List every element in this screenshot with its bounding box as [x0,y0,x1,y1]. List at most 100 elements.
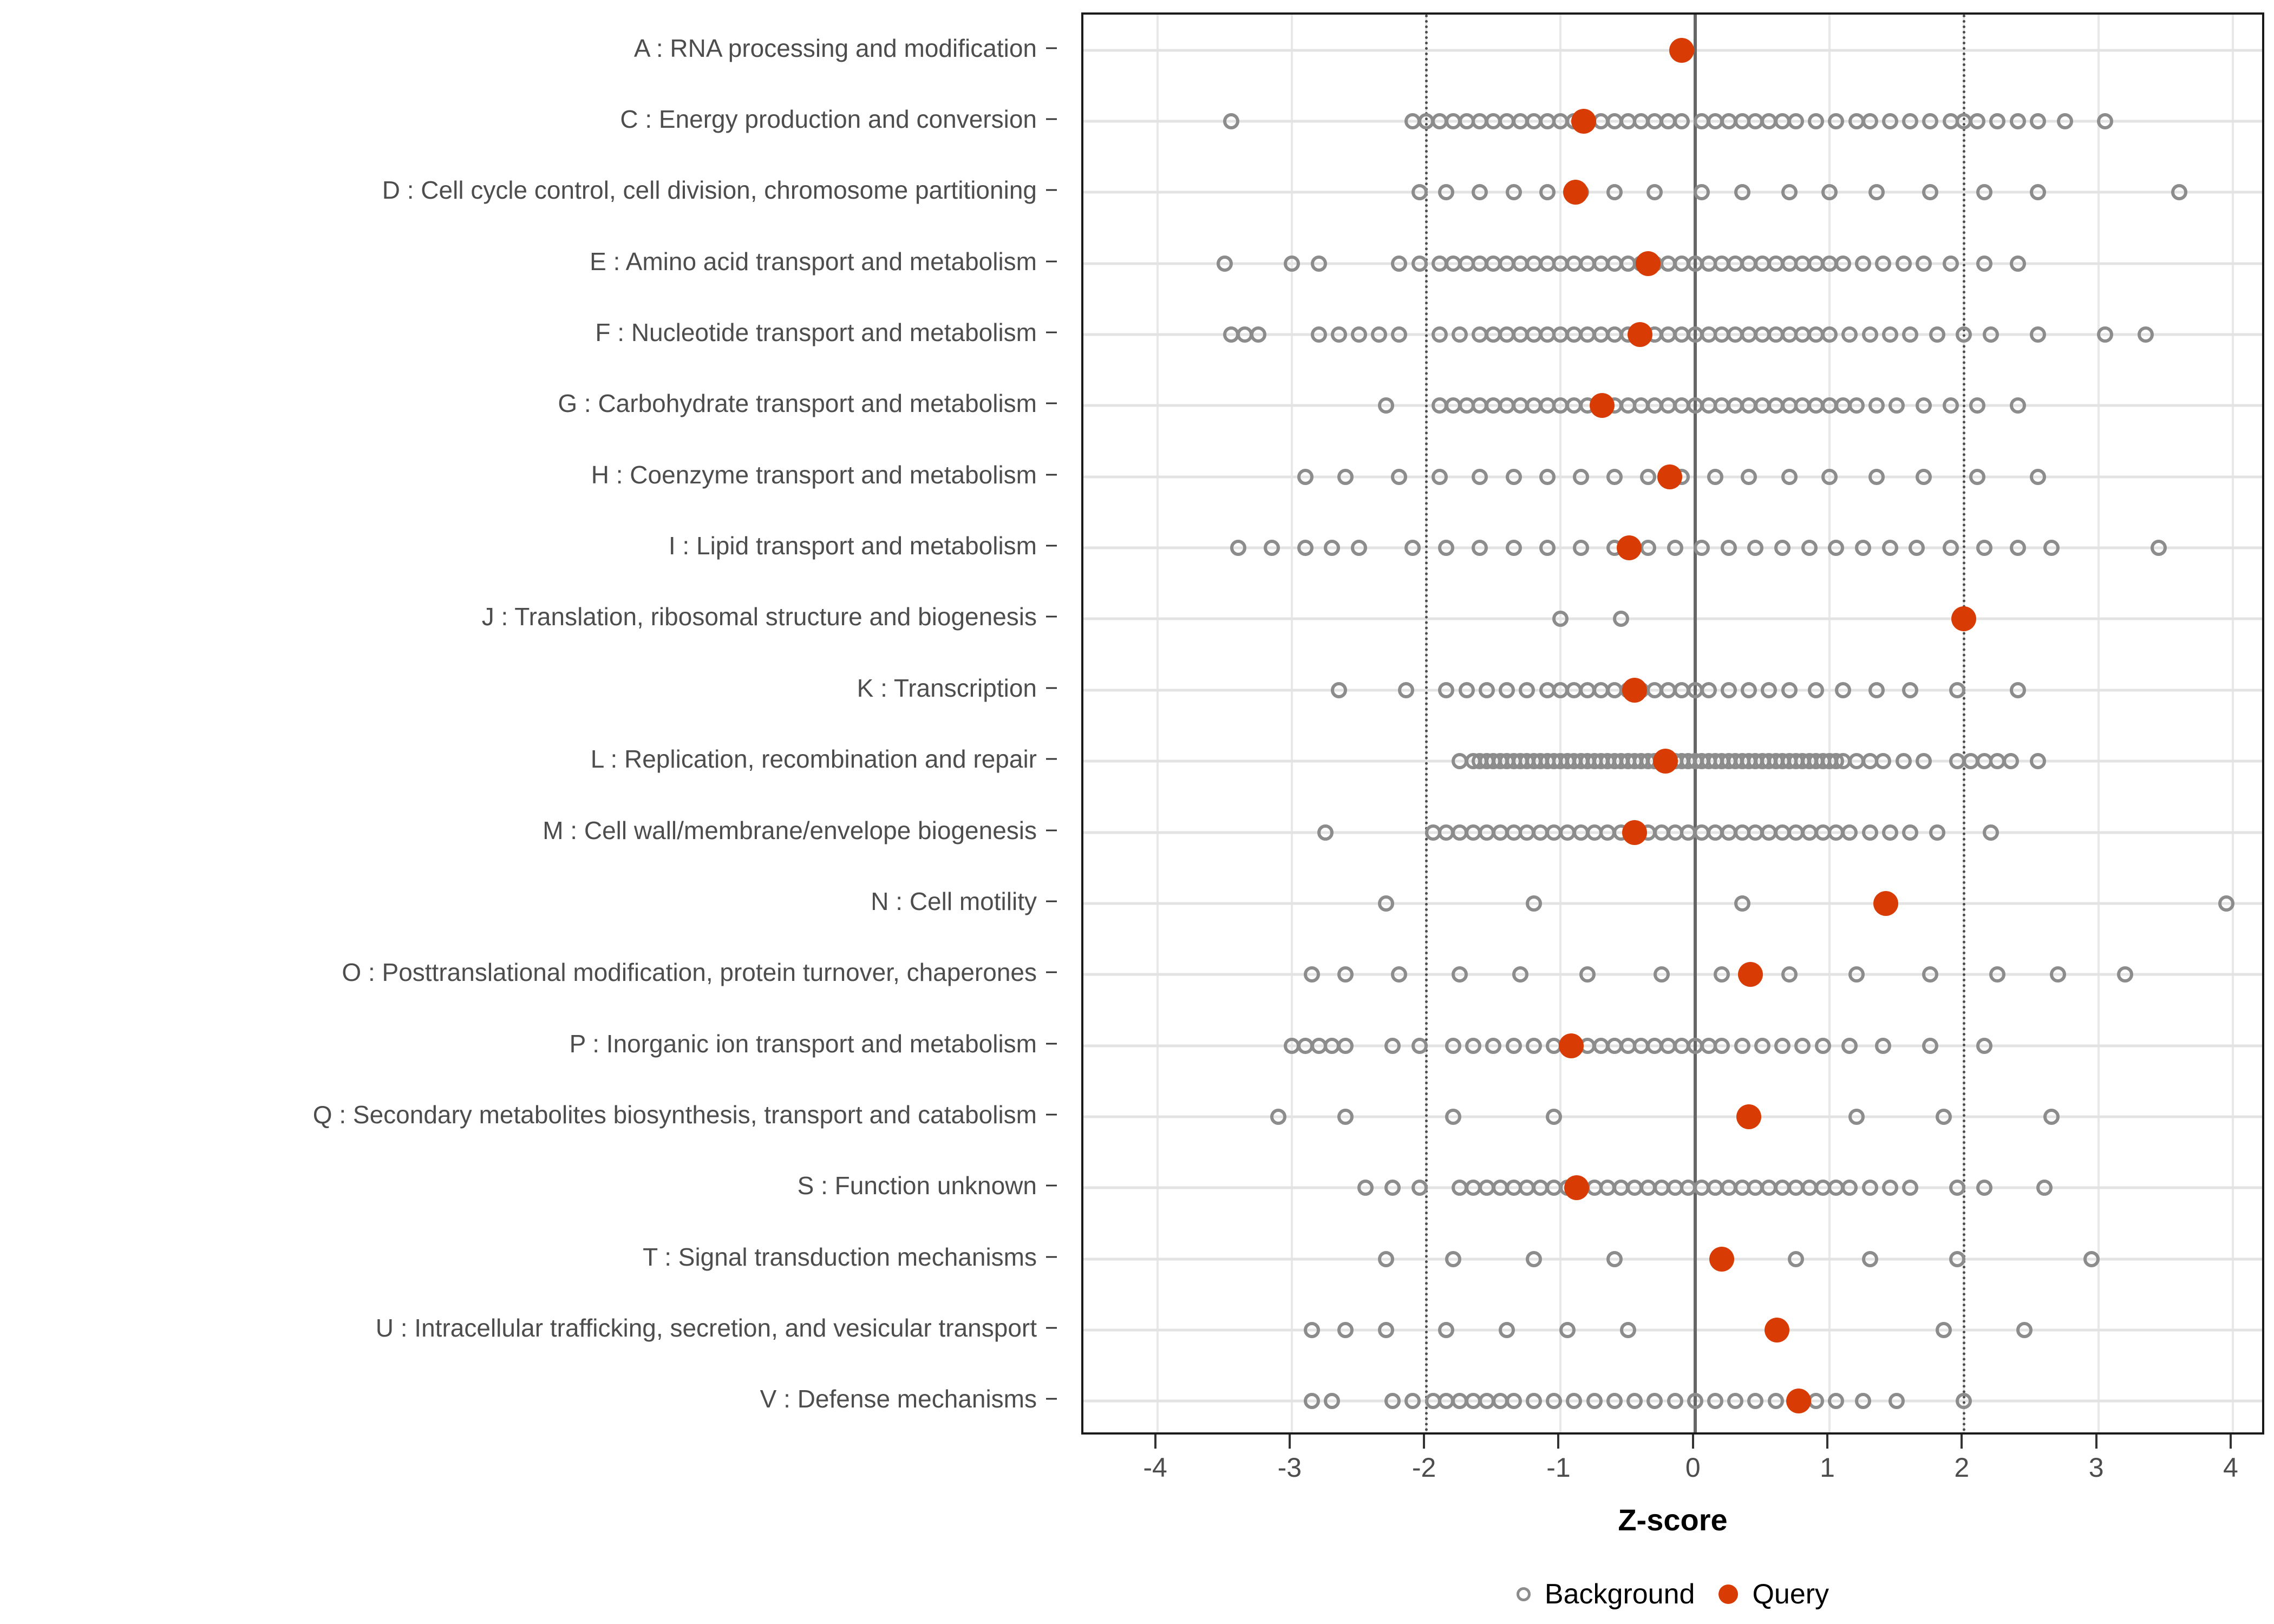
zero-reference-line [1693,15,1697,1432]
gridline-horizontal [1083,191,2262,194]
background-point [1834,255,1851,272]
y-axis-tick [1046,1184,1057,1187]
background-point [1485,1037,1502,1054]
background-point [1808,113,1825,130]
background-point [1377,1321,1394,1338]
background-point [1465,1037,1482,1054]
background-point [1861,1180,1878,1196]
background-point [1881,113,1898,130]
background-point [1539,540,1556,556]
background-point [1525,895,1542,912]
x-axis-tick-label: 0 [1685,1452,1701,1483]
background-point [2218,895,2234,912]
background-point [1505,184,1522,201]
background-point [1915,255,1932,272]
background-point [1505,1393,1522,1410]
background-point [1397,682,1414,698]
query-point [1559,1033,1584,1058]
background-point [1834,682,1851,698]
x-axis-tick-label: 3 [2088,1452,2104,1483]
x-axis-tick [1557,1435,1560,1449]
gridline-horizontal [1083,902,2262,905]
background-point [1828,113,1845,130]
background-point [1976,1037,1992,1054]
background-point [1478,682,1495,698]
background-point [1525,1037,1542,1054]
query-point [1669,37,1694,63]
query-point [1622,677,1647,703]
gridline-horizontal [1083,1328,2262,1332]
background-point [1559,1321,1576,1338]
background-point [1956,1393,1972,1410]
y-axis-category-label: T : Signal transduction mechanisms [643,1242,1037,1271]
background-point [1848,966,1865,983]
query-point [1951,606,1977,632]
y-axis-tick [1046,1043,1057,1045]
background-point [1384,1393,1401,1410]
y-axis-category-label: C : Energy production and conversion [620,105,1037,134]
background-point [2003,753,2020,770]
background-point [1438,1321,1455,1338]
background-point [1639,540,1656,556]
gridline-vertical [2097,15,2100,1432]
background-point [1505,468,1522,485]
background-point [1949,1180,1965,1196]
background-point [2029,468,2046,485]
y-axis-category-label: F : Nucleotide transport and metabolism [595,318,1037,347]
background-point [1714,1037,1730,1054]
background-point [1714,966,1730,983]
background-point [1875,1037,1892,1054]
background-point [1720,540,1737,556]
background-point [1734,184,1750,201]
background-point [1445,1037,1461,1054]
background-point [1881,824,1898,841]
background-point [1841,1037,1858,1054]
background-point [1781,682,1798,698]
background-point [1250,326,1266,343]
query-point [1635,251,1661,276]
background-point [1936,1108,1952,1125]
background-point [1458,682,1475,698]
y-axis-category-label: K : Transcription [857,673,1037,702]
background-point [1411,1037,1428,1054]
legend-item-background: Background [1516,1578,1695,1610]
background-point [1841,1180,1858,1196]
background-point [1942,255,1959,272]
background-point [1902,326,1919,343]
y-axis-category-label: J : Translation, ribosomal structure and… [481,603,1037,631]
background-point [1841,326,1858,343]
background-point [1579,966,1596,983]
background-point [1499,1321,1515,1338]
background-point [1754,1037,1770,1054]
background-point [1404,540,1421,556]
background-point [1787,1250,1804,1267]
background-point [1694,540,1710,556]
background-point [1868,397,1885,414]
background-point [1330,682,1347,698]
background-point [1351,326,1367,343]
background-point [1969,468,1986,485]
background-point [1781,966,1798,983]
query-point [1564,1175,1590,1201]
filled-circle-icon [1718,1584,1739,1604]
background-point [1942,397,1959,414]
x-axis-tick [1826,1435,1829,1449]
background-point [1606,1250,1623,1267]
y-axis-tick [1046,118,1057,120]
y-axis-tick [1046,47,1057,49]
gridline-vertical [1828,15,1831,1432]
background-point [1324,540,1341,556]
background-point [1539,184,1556,201]
background-point [1976,1180,1992,1196]
background-point [1452,326,1468,343]
gridline-horizontal [1083,617,2262,620]
y-axis-tick [1046,615,1057,618]
background-point [1330,326,1347,343]
background-point [2097,113,2114,130]
background-point [1626,1393,1643,1410]
background-point [1922,1037,1939,1054]
background-point [1552,611,1569,627]
y-axis-category-label: S : Function unknown [797,1171,1037,1200]
background-point [1956,326,1972,343]
background-point [1371,326,1388,343]
